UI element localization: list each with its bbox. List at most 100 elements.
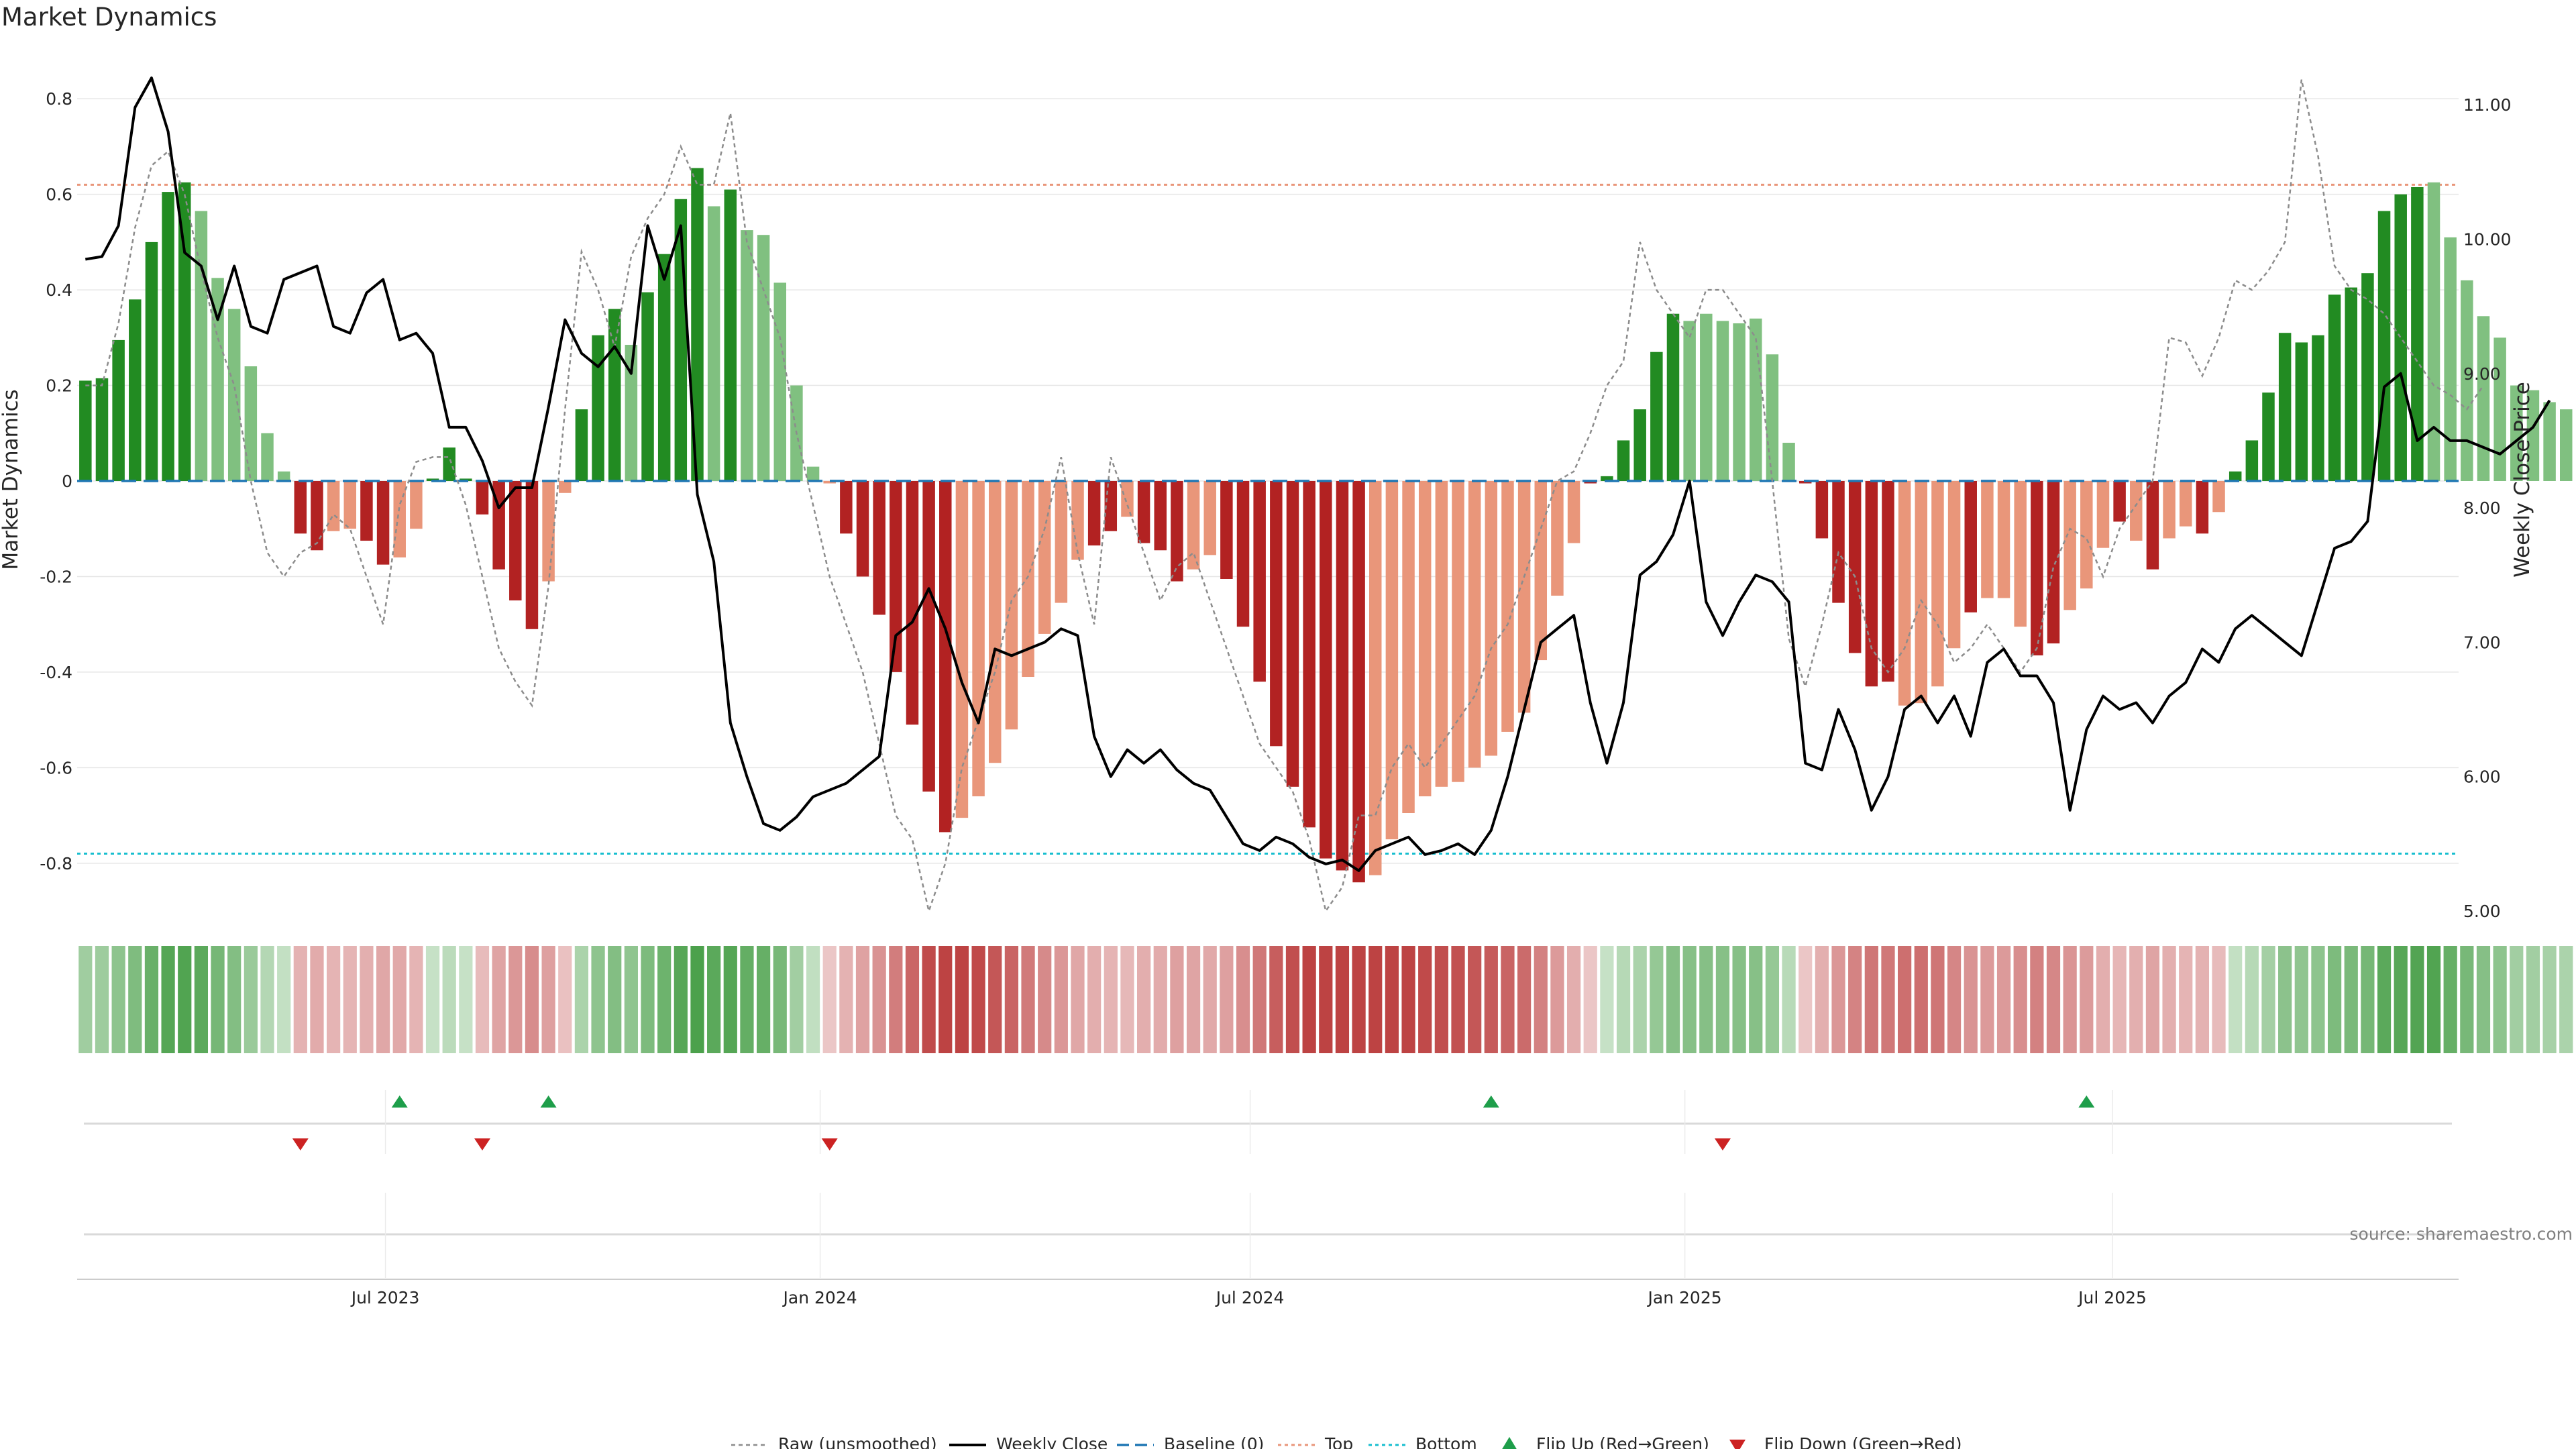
heat-cell <box>806 946 820 1053</box>
dynamics-bar <box>376 481 390 565</box>
dynamics-bar <box>741 230 753 481</box>
heat-cell <box>2311 946 2325 1053</box>
dynamics-bar <box>1418 481 1432 797</box>
dynamics-bar <box>1898 481 1911 706</box>
dynamics-bar <box>1733 323 1746 481</box>
heat-cell <box>2212 946 2226 1053</box>
dynamics-bar <box>1584 481 1597 484</box>
heat-cell <box>508 946 523 1053</box>
heat-cell <box>442 946 456 1053</box>
heat-cell <box>1815 946 1829 1053</box>
y-tick-label: -0.8 <box>40 854 72 873</box>
heat-cell <box>95 946 109 1053</box>
heat-cell <box>2046 946 2061 1053</box>
heat-cell <box>657 946 672 1053</box>
dynamics-bar <box>890 481 902 672</box>
flip-down-marker <box>821 1138 838 1150</box>
heat-cell <box>392 946 407 1053</box>
dynamics-bar <box>1286 481 1299 787</box>
heat-cell <box>2080 946 2094 1053</box>
dynamics-bar <box>1782 443 1795 481</box>
heat-cell <box>2013 946 2027 1053</box>
heat-cell <box>822 946 837 1053</box>
heat-cell <box>327 946 341 1053</box>
heat-cell <box>2510 946 2524 1053</box>
heat-cell <box>1765 946 1780 1053</box>
dynamics-bar <box>840 481 853 534</box>
dynamics-bar <box>1617 440 1630 481</box>
dynamics-bar <box>1270 481 1283 747</box>
legend-label: Top <box>1324 1434 1353 1449</box>
heat-cell <box>343 946 357 1053</box>
y-tick-label: 0 <box>62 472 72 491</box>
dynamics-bar <box>2229 471 2242 481</box>
heat-cell <box>1468 946 1482 1053</box>
legend-label: Baseline (0) <box>1164 1434 1264 1449</box>
dynamics-bar <box>1501 481 1514 732</box>
dynamics-bar <box>1683 321 1696 481</box>
left-axis-ticks: 0.8 0.6 0.4 0.2 0 -0.2 -0.4 -0.6 -0.8 <box>40 89 72 873</box>
right-axis-ticks: 11.00 10.00 9.00 8.00 7.00 6.00 5.00 <box>2463 95 2512 921</box>
dynamics-bar <box>2080 481 2093 589</box>
heat-cell <box>1285 946 1300 1053</box>
heat-cell <box>376 946 390 1053</box>
flip-down-marker <box>474 1138 490 1150</box>
heat-cell <box>161 946 175 1053</box>
dynamics-bar <box>1352 481 1365 883</box>
dynamics-bar <box>195 211 208 481</box>
dynamics-bar <box>1022 481 1034 678</box>
market-dynamics-bars <box>79 168 2573 883</box>
heat-cell <box>1203 946 1217 1053</box>
y2-tick-label: 10.00 <box>2463 229 2512 249</box>
dynamics-bar <box>1485 481 1498 756</box>
heat-cell <box>971 946 985 1053</box>
dynamics-bar <box>426 478 439 481</box>
heat-cell <box>988 946 1002 1053</box>
heat-cell <box>144 946 159 1053</box>
dynamics-bar <box>2411 186 2424 481</box>
dynamics-bar <box>244 366 258 481</box>
heat-cell <box>2559 946 2573 1053</box>
heat-cell <box>608 946 622 1053</box>
dynamics-bar <box>1666 313 1680 481</box>
heat-cell <box>1534 946 1548 1053</box>
y2-tick-label: 11.00 <box>2463 95 2512 115</box>
dynamics-bar <box>1981 481 1994 598</box>
dynamics-bar <box>1517 481 1531 713</box>
heat-cell <box>1550 946 1564 1053</box>
heat-cell <box>1104 946 1118 1053</box>
heat-cell <box>1418 946 1432 1053</box>
legend-label: Flip Down (Green→Red) <box>1764 1434 1962 1449</box>
dynamics-bar <box>2312 335 2324 481</box>
dynamics-bar <box>509 481 522 601</box>
dynamics-bar <box>2444 237 2457 481</box>
heat-cell <box>1566 946 1581 1053</box>
heat-cell <box>1715 946 1730 1053</box>
heat-cell <box>2195 946 2209 1053</box>
heat-cell <box>1996 946 2011 1053</box>
dynamics-bar <box>592 335 604 481</box>
y-tick-label: 0.8 <box>46 89 72 109</box>
heat-cell <box>425 946 440 1053</box>
dynamics-bar <box>1038 481 1051 634</box>
heat-cell <box>194 946 209 1053</box>
dynamics-bar <box>460 478 472 481</box>
heat-cell <box>409 946 423 1053</box>
flip-down-marker <box>292 1138 309 1150</box>
x-tick-label: Jul 2023 <box>350 1288 420 1307</box>
heat-cell <box>277 946 291 1053</box>
dynamics-bar <box>2146 481 2159 570</box>
dynamics-bar <box>410 481 423 529</box>
heat-cell <box>2394 946 2408 1053</box>
legend-label: Raw (unsmoothed) <box>778 1434 937 1449</box>
dynamics-bar <box>1997 481 2010 598</box>
heat-cell <box>1252 946 1267 1053</box>
legend-item: Raw (unsmoothed) <box>731 1434 937 1449</box>
dynamics-bar <box>1071 481 1084 560</box>
heat-cell <box>1732 946 1746 1053</box>
heat-cell <box>1385 946 1399 1053</box>
heat-cell <box>1054 946 1068 1053</box>
dynamics-bar <box>2212 481 2225 513</box>
heat-cell <box>1170 946 1184 1053</box>
